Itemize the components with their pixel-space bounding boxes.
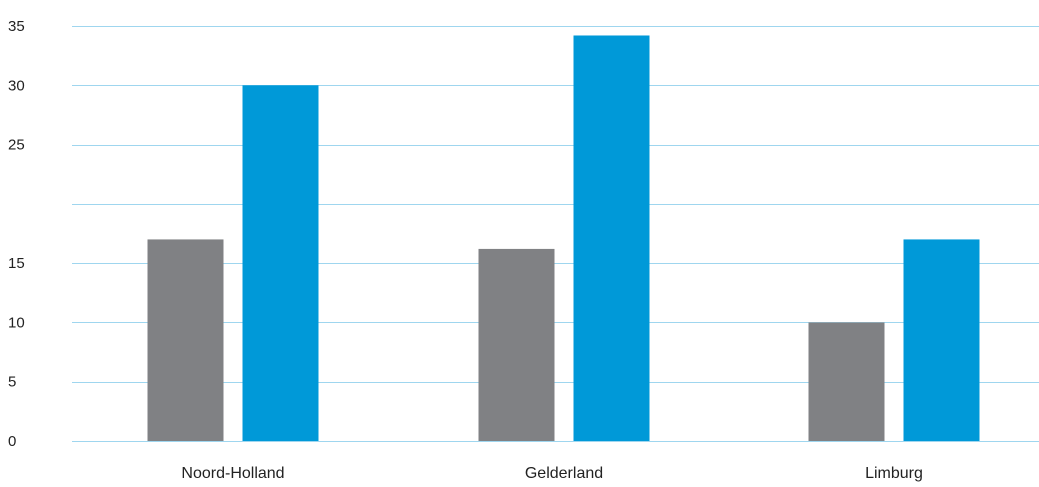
y-tick-label-15: 15 [8,255,25,272]
y-tick-label-5: 5 [8,374,16,391]
bar-limburg-series-2 [903,239,980,441]
y-tick-label-25: 25 [8,137,25,154]
x-tick-label-noord-holland: Noord-Holland [181,465,284,482]
x-tick-label-limburg: Limburg [865,465,923,482]
y-tick-label-30: 30 [8,77,25,94]
bar-gelderland-series-2 [573,35,650,441]
x-tick-label-gelderland: Gelderland [525,465,603,482]
y-axis-ticks: 0 5 10 15 25 30 35 [8,18,25,450]
y-tick-label-10: 10 [8,314,25,331]
bars [147,35,980,442]
bar-gelderland-series-1 [478,248,555,441]
x-axis-ticks: Noord-Holland Gelderland Limburg [181,465,922,482]
y-tick-label-35: 35 [8,18,25,35]
bar-limburg-series-1 [808,322,885,441]
y-tick-label-0: 0 [8,433,16,450]
bar-noord-holland-series-2 [242,85,319,442]
bar-noord-holland-series-1 [147,239,224,441]
gridlines [72,26,1039,442]
